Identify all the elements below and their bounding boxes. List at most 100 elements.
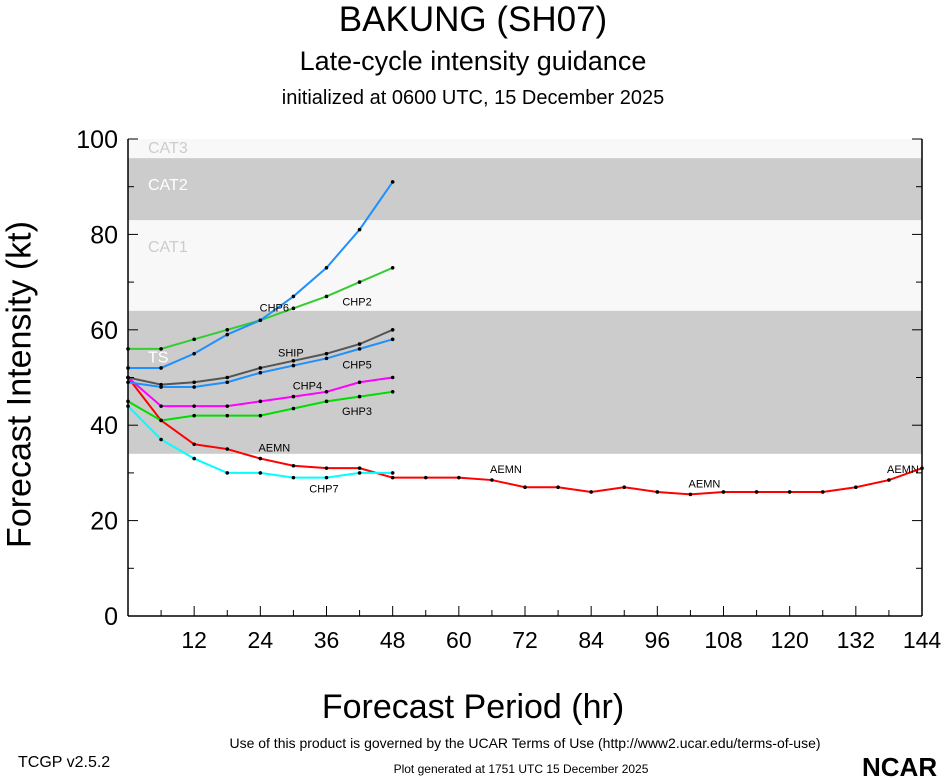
x-tick-label: 84 bbox=[578, 627, 604, 653]
data-point-aemn bbox=[854, 485, 858, 490]
data-point-aemn bbox=[622, 485, 627, 490]
data-point-chp4 bbox=[159, 404, 163, 408]
data-point-chp2 bbox=[159, 347, 163, 351]
data-point-aemn bbox=[258, 456, 263, 461]
terms-of-use: Use of this product is governed by the U… bbox=[229, 735, 821, 751]
data-point-chp5 bbox=[192, 385, 196, 389]
data-point-aemn bbox=[225, 447, 230, 451]
data-point-chp7 bbox=[291, 475, 296, 480]
data-point-chp4 bbox=[324, 390, 329, 394]
y-tick-label: 0 bbox=[104, 603, 118, 631]
y-tick-label: 40 bbox=[90, 412, 118, 440]
data-point-chp7 bbox=[390, 471, 395, 475]
data-point-ghp3 bbox=[192, 413, 196, 418]
data-point-chp7 bbox=[258, 471, 263, 475]
band-label-ts: TS bbox=[148, 350, 168, 367]
band-label-cat1: CAT1 bbox=[148, 239, 188, 256]
data-point-chp4 bbox=[390, 375, 395, 380]
series-label-aemn: AEMN bbox=[689, 478, 721, 490]
data-point-chp4 bbox=[225, 404, 230, 408]
chart-subtitle: Late-cycle intensity guidance bbox=[299, 46, 647, 76]
data-point-aemn bbox=[423, 475, 428, 480]
data-point-aemn bbox=[589, 490, 593, 494]
ncar-logo: NCAR bbox=[862, 752, 938, 780]
series-label-aemn: AEMN bbox=[490, 464, 522, 476]
data-point-aemn bbox=[721, 490, 726, 494]
x-tick-label: 144 bbox=[903, 627, 942, 653]
data-point-ship bbox=[258, 366, 263, 370]
y-tick-label: 100 bbox=[76, 126, 118, 154]
series-label-chp5: CHP5 bbox=[342, 360, 371, 372]
data-point-aemn bbox=[523, 485, 527, 490]
chart-title: BAKUNG (SH07) bbox=[338, 0, 608, 39]
x-tick-label: 36 bbox=[314, 627, 340, 653]
data-point-chp2 bbox=[192, 337, 196, 342]
data-point-chp5 bbox=[258, 370, 263, 375]
data-point-ship bbox=[390, 328, 395, 332]
data-point-chp7 bbox=[357, 471, 362, 475]
data-point-aemn bbox=[390, 475, 395, 480]
data-point-chp5 bbox=[225, 380, 230, 385]
series-label-chp4: CHP4 bbox=[293, 381, 322, 393]
data-point-chp5 bbox=[324, 356, 329, 361]
data-point-chp4 bbox=[291, 394, 296, 399]
data-point-chp4 bbox=[192, 404, 196, 408]
data-point-chp6 bbox=[159, 366, 163, 370]
data-point-ship bbox=[192, 380, 196, 385]
data-point-aemn bbox=[357, 466, 362, 470]
series-label-chp2: CHP2 bbox=[342, 296, 371, 308]
x-tick-label: 96 bbox=[645, 627, 671, 653]
data-point-chp5 bbox=[357, 347, 362, 351]
data-point-chp6 bbox=[291, 294, 296, 299]
data-point-ghp3 bbox=[159, 418, 163, 423]
data-point-chp7 bbox=[225, 471, 230, 475]
data-point-aemn bbox=[787, 490, 792, 494]
data-point-ship bbox=[225, 375, 230, 380]
data-point-ship bbox=[357, 342, 362, 346]
x-tick-label: 60 bbox=[446, 627, 472, 653]
x-tick-label: 120 bbox=[770, 627, 808, 653]
data-point-chp4 bbox=[258, 399, 263, 404]
data-point-chp7 bbox=[192, 456, 196, 461]
data-point-aemn bbox=[754, 490, 759, 494]
series-label-chp7: CHP7 bbox=[309, 484, 338, 496]
version-label: TCGP v2.5.2 bbox=[18, 754, 111, 771]
series-label-ship: SHIP bbox=[278, 347, 304, 359]
x-tick-label: 48 bbox=[380, 627, 406, 653]
data-point-chp2 bbox=[390, 265, 395, 270]
x-tick-label: 72 bbox=[512, 627, 538, 653]
data-point-ghp3 bbox=[390, 390, 395, 394]
data-point-ghp3 bbox=[324, 399, 329, 404]
data-point-chp2 bbox=[225, 328, 230, 332]
band-cat1 bbox=[128, 220, 922, 311]
data-point-aemn bbox=[457, 475, 461, 480]
initialized-time: initialized at 0600 UTC, 15 December 202… bbox=[281, 87, 665, 109]
data-point-chp6 bbox=[225, 332, 230, 337]
generated-time: Plot generated at 1751 UTC 15 December 2… bbox=[393, 762, 649, 776]
data-point-ghp3 bbox=[225, 413, 230, 418]
data-point-aemn bbox=[490, 478, 494, 482]
x-tick-label: 12 bbox=[181, 627, 207, 653]
band-cat3 bbox=[128, 139, 922, 159]
y-tick-label: 80 bbox=[90, 221, 118, 249]
data-point-chp5 bbox=[291, 363, 296, 368]
data-point-ghp3 bbox=[357, 394, 362, 399]
data-point-aemn bbox=[324, 466, 329, 470]
band-ts bbox=[128, 310, 922, 454]
data-point-aemn bbox=[887, 478, 891, 482]
data-point-chp2 bbox=[291, 306, 296, 311]
data-point-aemn bbox=[291, 463, 296, 468]
x-tick-label: 132 bbox=[837, 627, 875, 653]
data-point-aemn bbox=[556, 485, 560, 490]
data-point-chp2 bbox=[324, 294, 329, 299]
series-label-chp6: CHP6 bbox=[260, 302, 289, 314]
data-point-chp7 bbox=[324, 475, 329, 480]
series-label-ghp3: GHP3 bbox=[342, 406, 372, 418]
band-label-cat2: CAT2 bbox=[148, 177, 188, 194]
data-point-chp6 bbox=[192, 351, 196, 356]
data-point-aemn bbox=[820, 490, 825, 494]
x-tick-label: 108 bbox=[704, 627, 742, 653]
data-point-ship bbox=[159, 382, 163, 387]
data-point-ghp3 bbox=[258, 413, 263, 418]
